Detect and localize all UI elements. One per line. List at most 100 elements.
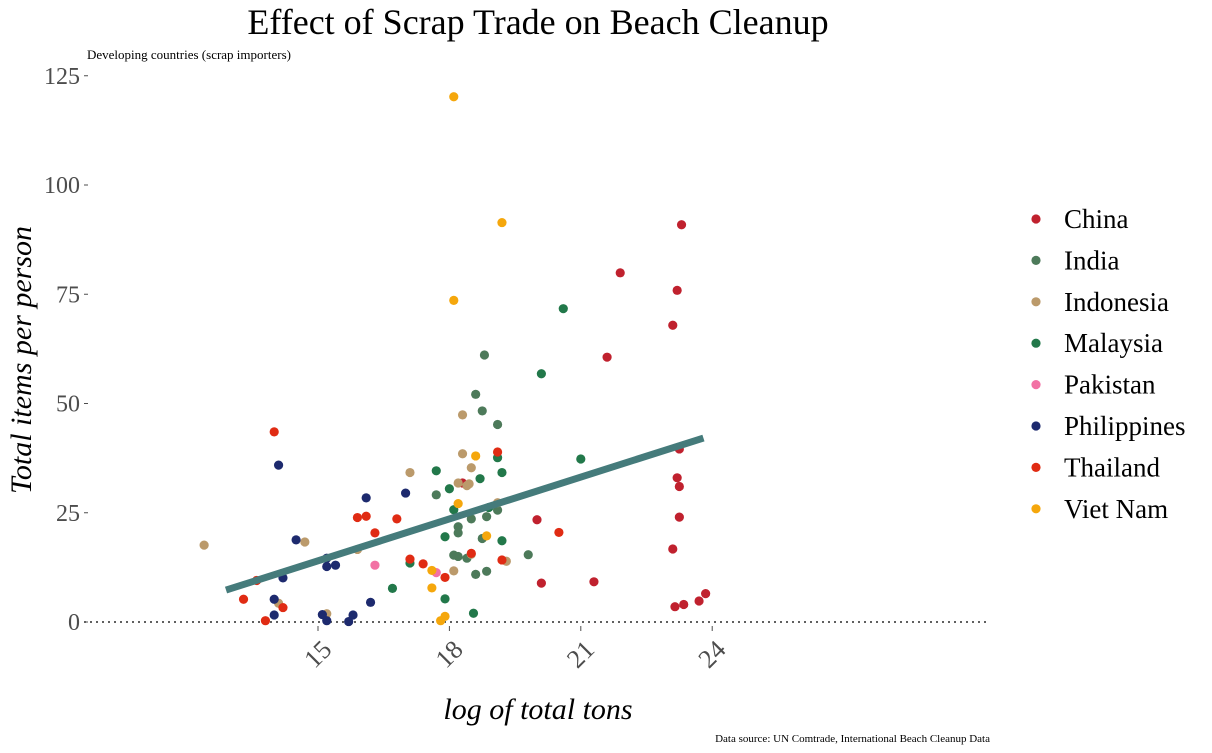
y-axis-title: Total items per person [5,226,38,494]
point-india [523,550,533,560]
point-pakistan [370,560,380,570]
point-china [589,577,599,587]
point-china [672,285,682,295]
point-indonesia [457,410,468,420]
chart-subtitle: Developing countries (scrap importers) [87,47,291,62]
point-china [670,602,680,612]
point-viet-nam [482,531,492,541]
point-thailand [392,514,402,524]
point-philippines [365,597,376,607]
point-viet-nam [453,498,463,509]
point-china [602,352,612,362]
point-china [674,512,684,522]
y-tick-label: 100 [44,173,80,199]
point-malaysia [497,536,507,546]
point-china [668,320,678,330]
legend-marker-china [1031,214,1041,224]
x-tick-label: 21 [561,635,600,674]
point-viet-nam [427,565,437,576]
point-malaysia [558,304,568,314]
point-viet-nam [449,295,459,305]
legend: China India Indonesia Malaysia Pakistan Phili… [1031,204,1186,524]
y-axis: 0 25 50 75 100 125 [44,64,88,636]
legend-label-pakistan: Pakistan [1064,370,1156,400]
point-indonesia [453,478,463,488]
x-tick-label: 18 [430,635,469,674]
point-indonesia [464,479,474,489]
x-tick-label: 24 [693,635,732,674]
point-china [679,599,689,610]
legend-marker-philippines [1031,421,1041,431]
point-china [676,220,687,230]
point-indonesia [466,463,476,473]
point-thailand [260,616,271,626]
point-malaysia [387,583,398,593]
y-tick-label: 25 [56,501,80,527]
point-india [466,514,476,524]
point-thailand [352,512,363,523]
legend-marker-pakistan [1031,380,1041,390]
point-china [674,481,684,492]
point-malaysia [536,369,546,379]
point-philippines [269,594,279,604]
point-india [482,566,492,576]
point-thailand [492,447,503,457]
point-thailand [440,572,450,583]
point-indonesia [405,467,415,478]
point-malaysia [497,467,507,478]
point-malaysia [468,608,479,618]
point-china [536,578,546,588]
point-china [668,544,678,554]
point-india [453,551,463,562]
point-china [532,515,542,525]
point-china [694,596,704,606]
point-philippines [322,616,332,626]
point-philippines [273,460,284,470]
point-malaysia [440,594,450,604]
legend-label-philippines: Philippines [1064,411,1186,441]
point-indonesia [300,537,310,547]
x-tick-label: 15 [298,635,337,674]
point-thailand [269,427,279,437]
point-viet-nam [440,611,450,621]
x-axis: 15 18 21 24 [298,626,731,674]
point-china [672,473,682,483]
point-india [482,512,492,522]
legend-marker-indonesia [1031,297,1041,307]
point-indonesia [199,540,209,550]
point-thailand [361,511,371,521]
point-thailand [418,559,428,569]
chart-title: Effect of Scrap Trade on Beach Cleanup [247,2,828,42]
point-malaysia [576,454,586,464]
legend-label-indonesia: Indonesia [1064,287,1169,317]
point-viet-nam [497,217,507,228]
point-indonesia [449,566,459,576]
point-philippines [344,616,354,627]
legend-marker-thailand [1031,462,1041,472]
point-viet-nam [427,583,437,593]
y-tick-label: 0 [68,610,80,636]
point-india [471,389,481,399]
legend-label-thailand: Thailand [1064,452,1160,482]
y-tick-label: 50 [56,392,80,418]
y-tick-label: 75 [56,282,80,308]
x-axis-title: log of total tons [443,693,632,726]
legend-label-viet-nam: Viet Nam [1064,494,1168,524]
point-china [701,588,711,599]
point-philippines [322,561,332,572]
point-indonesia [457,449,468,459]
legend-marker-malaysia [1031,338,1041,348]
point-philippines [291,535,301,545]
legend-marker-india [1031,255,1041,265]
point-philippines [330,560,341,570]
point-india [479,350,490,360]
point-thailand [278,602,288,613]
y-tick-label: 125 [44,64,80,90]
point-philippines [361,493,371,503]
point-thailand [554,527,564,538]
data-points [199,92,711,627]
point-india [471,569,481,579]
point-malaysia [440,532,450,542]
point-philippines [348,610,358,620]
